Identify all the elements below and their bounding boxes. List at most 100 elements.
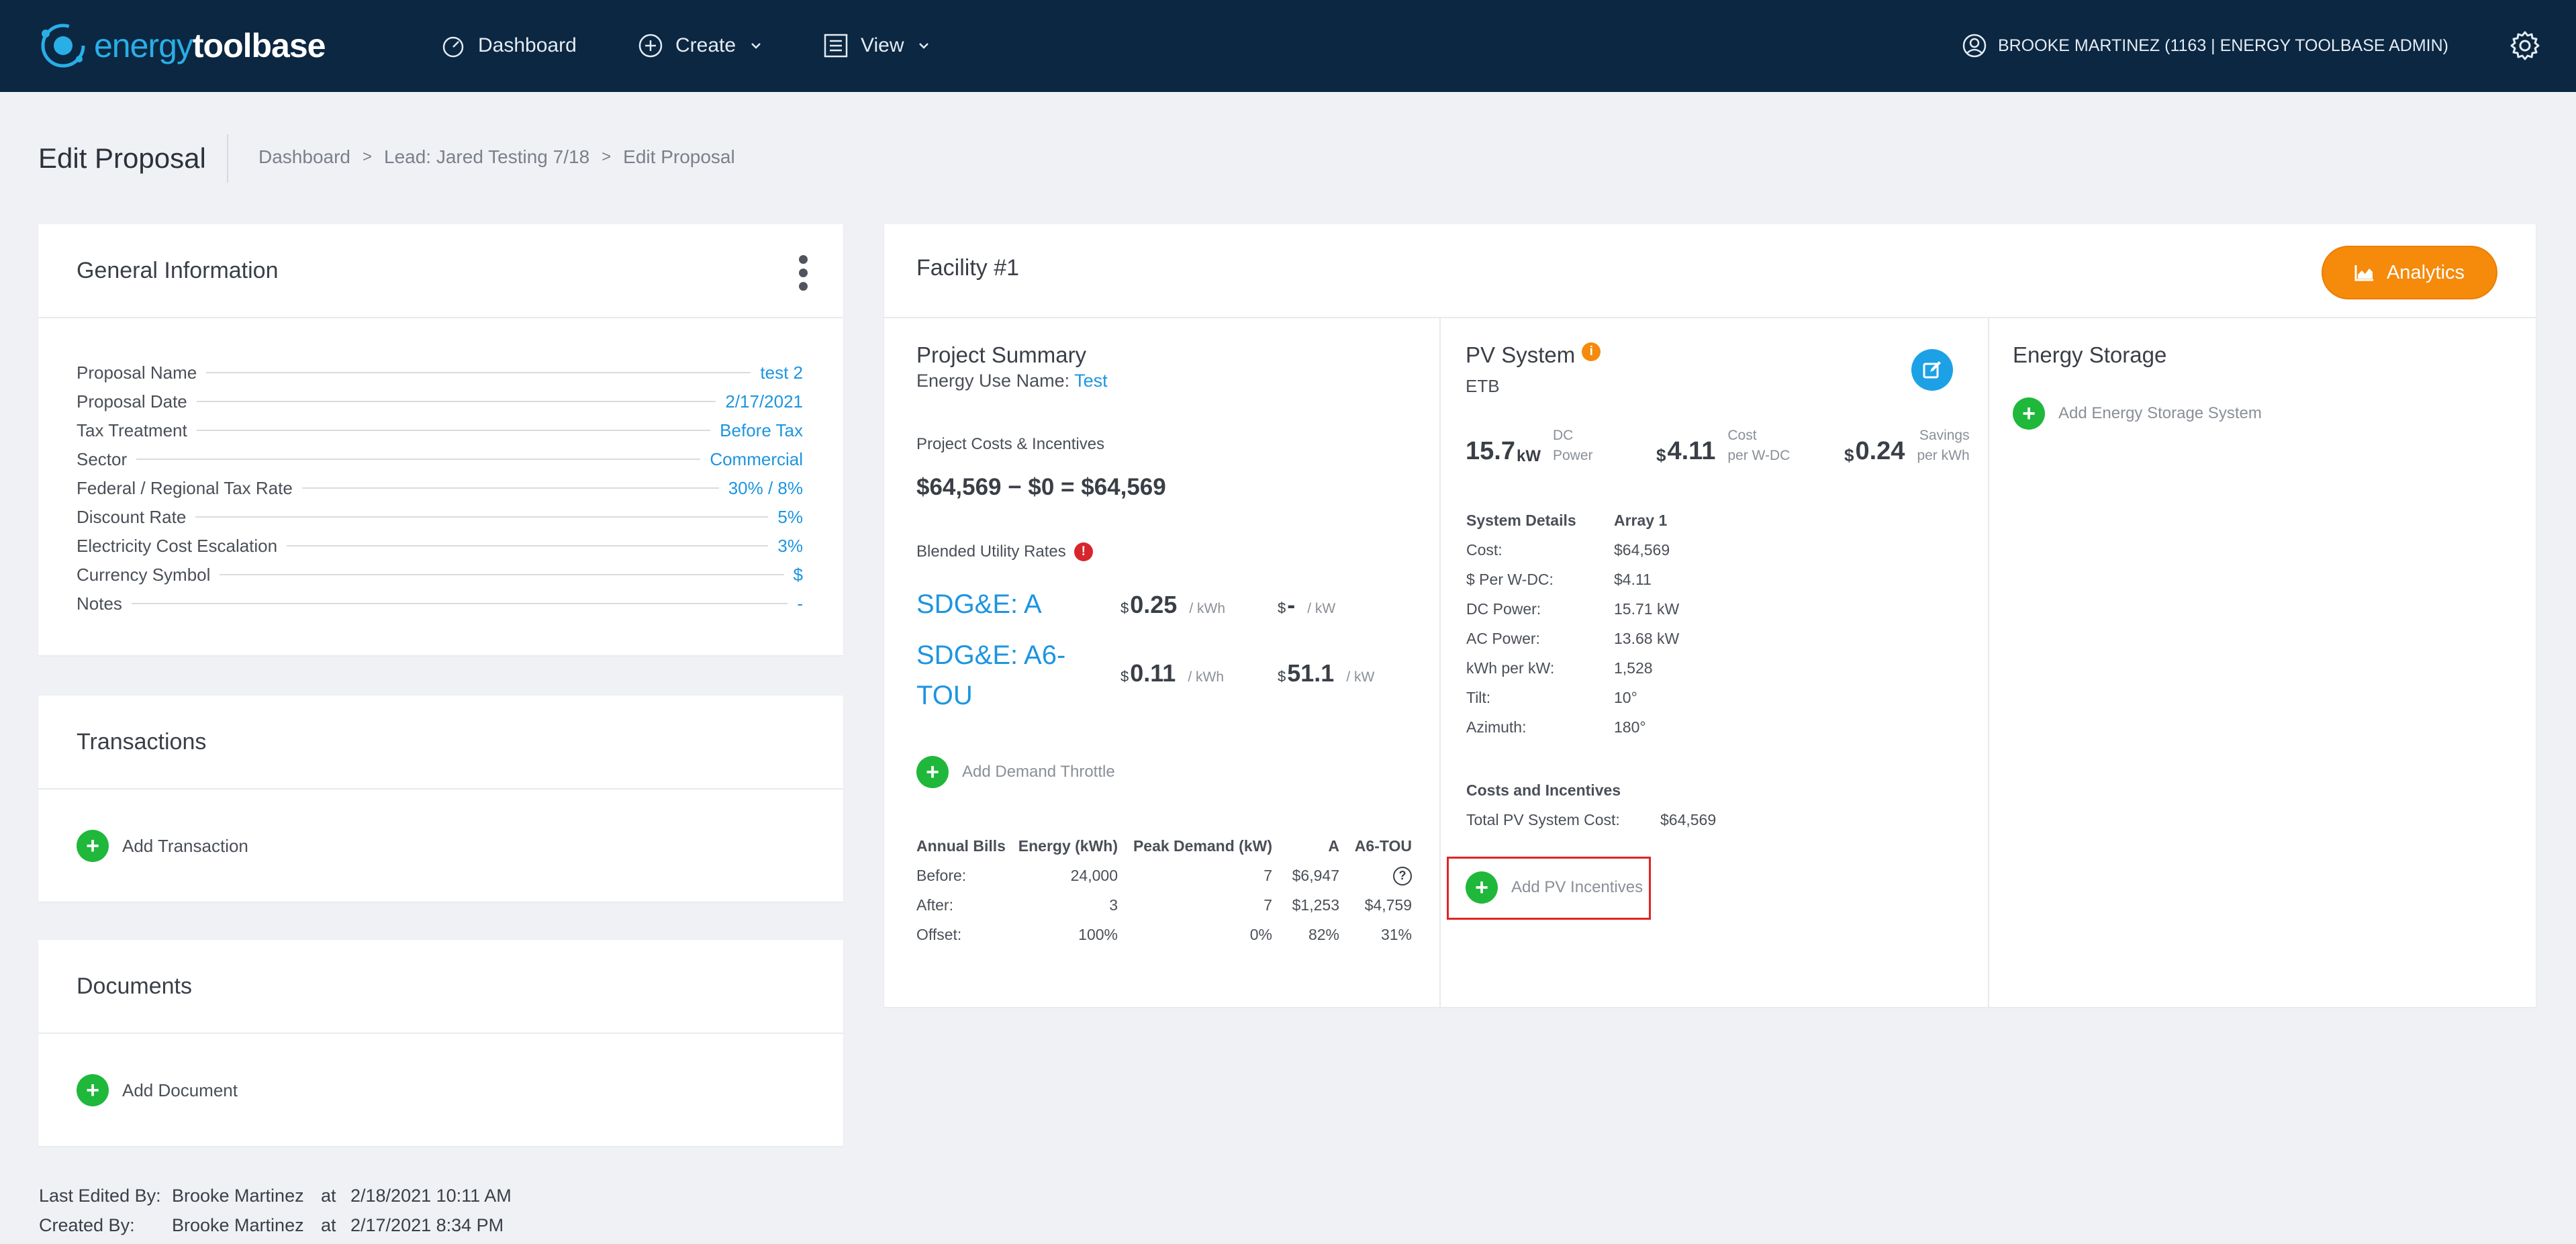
- add-document-label: Add Document: [122, 1080, 238, 1100]
- info-row-sector: Sector Commercial: [77, 449, 803, 478]
- project-costs-label: Project Costs & Incentives: [916, 435, 1105, 453]
- add-energy-storage-button[interactable]: + Add Energy Storage System: [2013, 397, 2262, 430]
- add-pv-incentives-button[interactable]: + Add PV Incentives: [1466, 871, 1643, 904]
- last-edited-label: Last Edited By:: [39, 1186, 161, 1206]
- add-document-button[interactable]: + Add Document: [77, 1074, 238, 1106]
- speedometer-icon: [442, 36, 464, 58]
- rate-name-link[interactable]: SDG&E: A: [916, 589, 1042, 619]
- pv-savings-per-kwh: $0.24 Savings per kWh: [1844, 426, 1970, 466]
- general-information-header: General Information: [38, 224, 843, 318]
- blended-rates-label: Blended Utility Rates: [916, 542, 1066, 561]
- nav-create-label: Create: [675, 34, 736, 56]
- info-value[interactable]: -: [797, 593, 803, 614]
- info-row-tax-treatment: Tax Treatment Before Tax: [77, 420, 803, 449]
- detail-value: $4.11: [1614, 571, 1652, 588]
- table-row: After: 3 7 $1,253 $4,759: [916, 890, 1412, 920]
- currency-symbol: $: [1844, 445, 1854, 465]
- leader-line: [206, 372, 751, 373]
- energy-use-line: Energy Use Name: Test: [916, 371, 1108, 391]
- info-value[interactable]: Before Tax: [720, 420, 803, 440]
- breadcrumb-separator: >: [362, 148, 372, 166]
- breadcrumb-dashboard[interactable]: Dashboard: [258, 146, 350, 167]
- info-label: Tax Treatment: [77, 420, 187, 440]
- rate-energy-unit: / kWh: [1189, 601, 1225, 616]
- total-pv-cost-value: $64,569: [1660, 811, 1717, 828]
- project-costs-value: $64,569 − $0 = $64,569: [916, 474, 1166, 500]
- last-edited-time: 2/18/2021 10:11 AM: [350, 1186, 512, 1206]
- add-pv-incentives-label: Add PV Incentives: [1511, 878, 1643, 896]
- edit-pv-system-button[interactable]: [1911, 349, 1953, 391]
- info-value[interactable]: test 2: [760, 363, 803, 383]
- info-value[interactable]: Commercial: [710, 449, 803, 469]
- table-header: A: [1328, 836, 1339, 855]
- info-value[interactable]: 3%: [777, 536, 803, 556]
- detail-value: 180°: [1614, 718, 1646, 736]
- nav-create[interactable]: Create: [638, 27, 763, 64]
- total-pv-cost-label: Total PV System Cost:: [1466, 811, 1620, 828]
- detail-label: Tilt:: [1466, 689, 1491, 706]
- gear-icon: [2510, 31, 2540, 60]
- energy-use-label: Energy Use Name:: [916, 371, 1070, 391]
- plus-icon: +: [916, 756, 949, 788]
- user-name: BROOKE MARTINEZ (1163 | ENERGY TOOLBASE …: [1997, 36, 2448, 55]
- currency-symbol: $: [1278, 600, 1286, 616]
- add-energy-storage-label: Add Energy Storage System: [2058, 404, 2262, 422]
- pv-system-heading: PV System i: [1466, 342, 1601, 368]
- rate-name-link[interactable]: SDG&E: A6-TOU: [916, 640, 1066, 710]
- energy-toolbase-logo[interactable]: energytoolbase: [38, 19, 326, 73]
- nav-dashboard-label: Dashboard: [478, 34, 577, 56]
- general-information-card: General Information Proposal Name test 2 …: [38, 224, 843, 655]
- info-value[interactable]: $: [793, 565, 803, 585]
- savings-label: Savings per kWh: [1917, 428, 1970, 463]
- settings-button[interactable]: [2509, 30, 2541, 65]
- detail-label: AC Power:: [1466, 630, 1540, 647]
- nav-view[interactable]: View: [823, 27, 931, 64]
- table-cell: Before:: [916, 866, 967, 884]
- rate-energy-unit: / kWh: [1188, 669, 1225, 685]
- more-options-icon[interactable]: [799, 255, 808, 295]
- rate-demand-unit: / kW: [1307, 601, 1336, 616]
- detail-label: Cost:: [1466, 541, 1502, 559]
- leader-line: [131, 603, 788, 604]
- table-cell: Offset:: [916, 925, 962, 943]
- leader-line: [196, 401, 716, 402]
- created-label: Created By:: [39, 1215, 135, 1235]
- table-cell: After:: [916, 896, 953, 914]
- edit-icon: [1923, 361, 1941, 379]
- rate-energy-value: $0.25 / kWh: [1120, 591, 1225, 619]
- highlight-box: [1447, 857, 1651, 920]
- energy-storage-title: Energy Storage: [2013, 342, 2167, 367]
- info-value[interactable]: 2/17/2021: [725, 391, 803, 412]
- add-demand-throttle-button[interactable]: + Add Demand Throttle: [916, 756, 1115, 788]
- nav-dashboard[interactable]: Dashboard: [440, 27, 577, 64]
- add-transaction-button[interactable]: + Add Transaction: [77, 830, 248, 862]
- detail-value: 13.68 kW: [1614, 630, 1680, 647]
- alert-icon[interactable]: !: [1074, 542, 1093, 561]
- rate-energy-value: $0.11 / kWh: [1120, 659, 1224, 687]
- info-label: Proposal Date: [77, 391, 187, 412]
- info-icon[interactable]: i: [1582, 342, 1601, 361]
- general-information-title: General Information: [77, 257, 279, 283]
- documents-header: Documents: [38, 940, 843, 1034]
- analytics-label: Analytics: [2386, 261, 2465, 283]
- leader-line: [287, 545, 769, 546]
- created-by: Brooke Martinez: [172, 1215, 304, 1235]
- help-icon[interactable]: ?: [1393, 866, 1412, 886]
- pv-system-subtitle: ETB: [1466, 376, 1500, 396]
- energy-use-link[interactable]: Test: [1074, 371, 1108, 391]
- user-menu[interactable]: BROOKE MARTINEZ (1163 | ENERGY TOOLBASE …: [1962, 27, 2448, 64]
- info-value[interactable]: 30% / 8%: [728, 478, 803, 498]
- breadcrumb-lead[interactable]: Lead: Jared Testing 7/18: [384, 146, 590, 167]
- breadcrumb: Dashboard > Lead: Jared Testing 7/18 > E…: [258, 146, 735, 168]
- info-row-currency: Currency Symbol $: [77, 565, 803, 593]
- column-divider: [1988, 318, 1989, 1007]
- currency-symbol: $: [1120, 600, 1129, 616]
- info-row-tax-rate: Federal / Regional Tax Rate 30% / 8%: [77, 478, 803, 507]
- breadcrumb-current: Edit Proposal: [623, 146, 735, 167]
- info-value[interactable]: 5%: [777, 507, 803, 527]
- analytics-button[interactable]: Analytics: [2322, 246, 2497, 299]
- table-cell: 24,000: [1070, 866, 1118, 884]
- rate-demand-value: $ - / kW: [1278, 591, 1335, 619]
- currency-symbol: $: [1278, 668, 1286, 685]
- info-label: Discount Rate: [77, 507, 187, 527]
